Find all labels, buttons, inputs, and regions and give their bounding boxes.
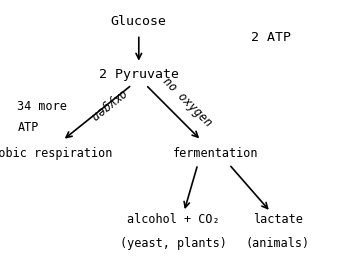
Text: aerobic respiration: aerobic respiration: [0, 147, 113, 160]
Text: ATP: ATP: [17, 121, 39, 134]
Text: alcohol + CO₂: alcohol + CO₂: [127, 213, 220, 227]
Text: Glucose: Glucose: [111, 15, 167, 28]
Text: 2 ATP: 2 ATP: [251, 30, 291, 44]
Text: oxygen: oxygen: [87, 86, 128, 123]
Text: 34 more: 34 more: [17, 99, 67, 113]
Text: (yeast, plants): (yeast, plants): [120, 237, 227, 250]
Text: no oxygen: no oxygen: [160, 75, 215, 129]
Text: fermentation: fermentation: [172, 147, 258, 160]
Text: (animals): (animals): [246, 237, 310, 250]
Text: 2 Pyruvate: 2 Pyruvate: [99, 68, 179, 81]
Text: lactate: lactate: [253, 213, 303, 227]
